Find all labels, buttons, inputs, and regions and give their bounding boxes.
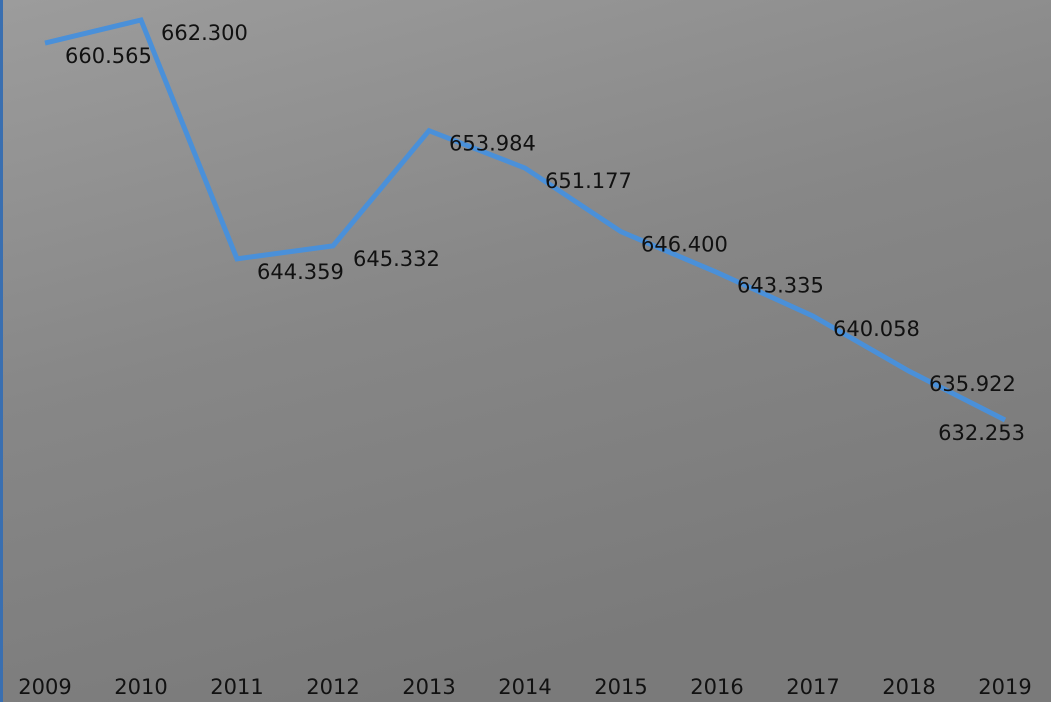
data-label: 632.253 [938, 421, 1025, 445]
data-label: 640.058 [833, 317, 920, 341]
left-border [0, 0, 3, 702]
x-tick-label: 2014 [498, 675, 551, 699]
data-label: 660.565 [65, 44, 152, 68]
chart: 2009 2010 2011 2012 2013 2014 2015 2016 2017 2018… [0, 0, 1051, 702]
background [0, 0, 1051, 702]
data-label: 643.335 [737, 273, 824, 297]
x-tick-label: 2009 [18, 675, 71, 699]
data-label: 635.922 [929, 372, 1016, 396]
data-label: 662.300 [161, 21, 248, 45]
data-label: 646.400 [641, 233, 728, 257]
x-tick-label: 2017 [786, 675, 839, 699]
data-label: 644.359 [257, 260, 344, 284]
x-tick-label: 2019 [978, 675, 1031, 699]
x-tick-label: 2015 [594, 675, 647, 699]
x-tick-label: 2016 [690, 675, 743, 699]
x-tick-label: 2010 [114, 675, 167, 699]
data-label: 651.177 [545, 169, 632, 193]
x-tick-label: 2018 [882, 675, 935, 699]
data-label: 645.332 [353, 247, 440, 271]
data-label: 653.984 [449, 132, 536, 156]
x-tick-label: 2012 [306, 675, 359, 699]
x-tick-label: 2013 [402, 675, 455, 699]
x-tick-label: 2011 [210, 675, 263, 699]
